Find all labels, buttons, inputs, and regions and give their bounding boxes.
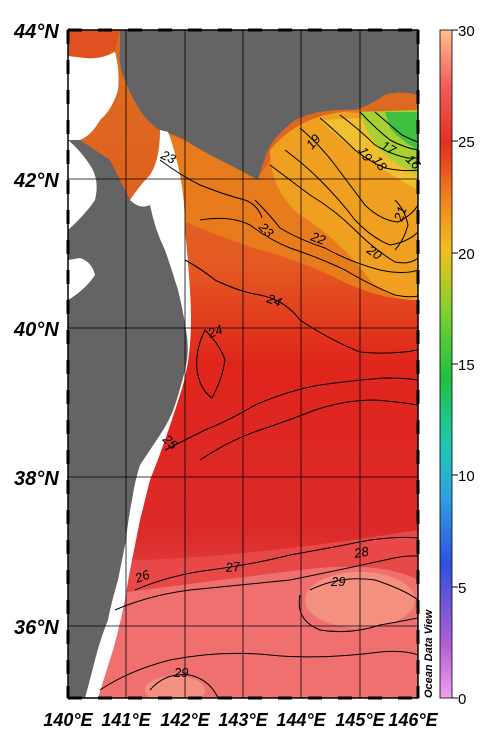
lon-label-143e: 143°E <box>218 710 268 730</box>
contour-lines <box>99 111 418 698</box>
contour-label: 29 <box>330 574 345 589</box>
contour-label: 24 <box>205 322 225 341</box>
colorbar-tick: 25 <box>458 134 475 151</box>
lat-label-36n: 36°N <box>14 617 59 639</box>
colorbar-tick: 0 <box>458 691 466 708</box>
frame-ticks <box>66 28 420 700</box>
contour-label-group: 23 19 19 17 18 16 21 23 22 20 24 24 25 2… <box>132 131 424 680</box>
lat-label-40n: 40°N <box>13 319 59 341</box>
graticule <box>68 30 418 698</box>
colorbar-tick: 10 <box>458 468 475 485</box>
contour-label: 23 <box>158 147 179 167</box>
lon-label-145e: 145°E <box>335 710 385 730</box>
contour-label: 19 <box>355 144 375 164</box>
contour-label: 24 <box>264 290 284 309</box>
contour-label: 28 <box>352 544 371 562</box>
contour-label: 26 <box>132 567 152 587</box>
lat-label-44n: 44°N <box>13 21 59 43</box>
colorbar-tick: 20 <box>458 246 475 263</box>
contour-label: 29 <box>173 665 188 680</box>
colorbar-tick: 30 <box>458 23 475 40</box>
colorbar-tick: 15 <box>458 357 475 374</box>
lon-label-141e: 141°E <box>101 710 151 730</box>
contour-label: 21 <box>390 204 409 224</box>
colorbar-gradient <box>439 29 453 699</box>
contour-label: 22 <box>308 228 328 248</box>
lon-label-144e: 144°E <box>276 710 326 730</box>
colorbar-tick: 5 <box>458 580 466 597</box>
lon-label-146e: 146°E <box>388 710 438 730</box>
land <box>68 30 418 698</box>
lon-label-142e: 142°E <box>160 710 210 730</box>
contour-label: 27 <box>224 559 241 575</box>
lon-label-140e: 140°E <box>43 710 93 730</box>
colorbar: 30 25 20 15 10 5 0 <box>439 23 475 708</box>
lat-label-42n: 42°N <box>13 170 59 192</box>
credit-text: Ocean Data View <box>423 608 435 698</box>
lat-label-38n: 38°N <box>14 468 59 490</box>
